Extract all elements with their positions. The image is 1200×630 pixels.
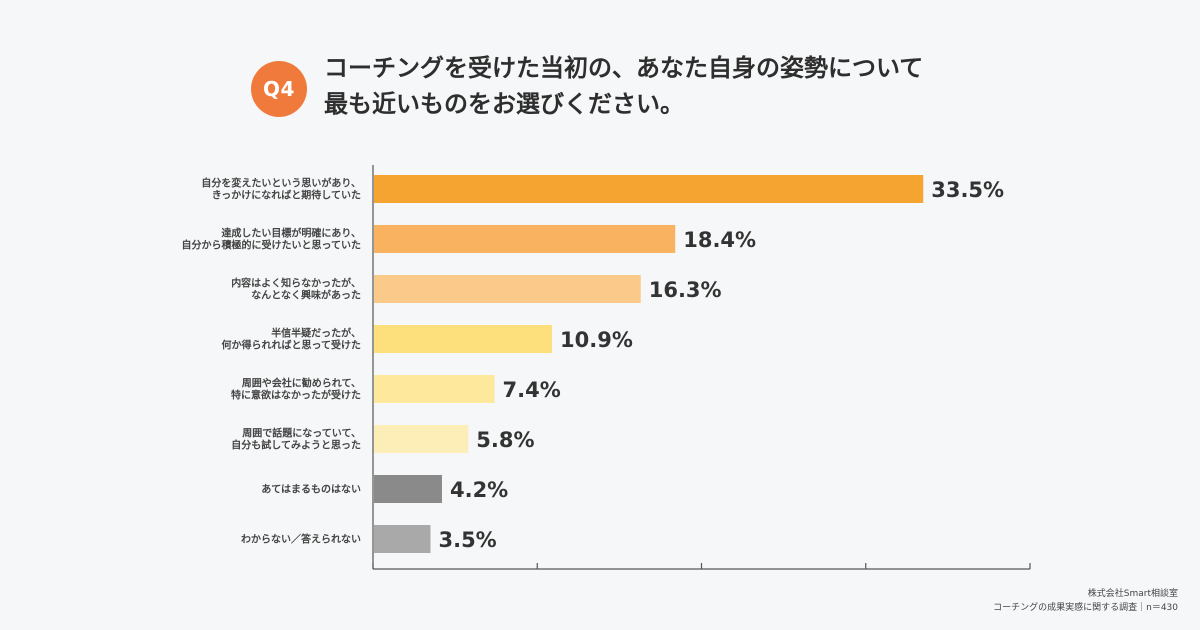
category-label-4-line-1: 半信半疑だったが、 (271, 327, 361, 340)
category-label-3-line-1: 内容はよく知らなかったが、 (231, 277, 361, 290)
bar-8 (374, 525, 431, 553)
bar-5 (374, 375, 495, 403)
value-label-4: 10.9% (560, 328, 633, 352)
value-label-6: 5.8% (476, 428, 534, 452)
value-label-3: 16.3% (649, 278, 722, 302)
category-label-6-line-2: 自分も試してみようと思った (231, 439, 361, 452)
category-label-5-line-1: 周囲や会社に勧められて、 (242, 377, 361, 390)
question-title-line-1: コーチングを受けた当初の、あなた自身の姿勢について (324, 54, 924, 82)
question-title-line-2: 最も近いものをお選びください。 (324, 90, 684, 118)
category-label-4-line-2: 何か得られればと思って受けた (222, 339, 362, 352)
category-label-6-line-1: 周囲で話題になっていて、 (242, 427, 361, 440)
category-label-7-line-1: あてはまるものはない (261, 483, 361, 496)
survey-description: コーチングの成果実感に関する調査｜n＝430 (993, 603, 1178, 613)
bar-3 (374, 275, 641, 303)
value-label-7: 4.2% (450, 478, 508, 502)
question-number-badge: Q4 (251, 61, 307, 117)
value-label-8: 3.5% (438, 528, 496, 552)
bar-6 (374, 425, 469, 453)
value-label-5: 7.4% (503, 378, 561, 402)
value-label-1: 33.5% (931, 178, 1004, 202)
category-label-2-line-2: 自分から積極的に受けたいと思っていた (182, 239, 362, 252)
category-label-2-line-1: 達成したい目標が明確にあり、 (221, 227, 361, 240)
company-name: 株式会社Smart相談室 (1087, 589, 1178, 599)
bar-7 (374, 475, 442, 503)
question-title: コーチングを受けた当初の、あなた自身の姿勢について 最も近いものをお選びください… (324, 50, 1084, 122)
source-note: 株式会社Smart相談室 コーチングの成果実感に関する調査｜n＝430 (993, 587, 1178, 615)
category-label-3-line-2: なんとなく興味があった (251, 289, 361, 302)
bar-4 (374, 325, 553, 353)
bar-2 (374, 225, 676, 253)
bar-1 (374, 175, 924, 203)
category-label-1-line-2: きっかけになればと期待していた (212, 189, 361, 202)
category-label-8-line-1: わからない／答えられない (241, 533, 361, 546)
category-label-5-line-2: 特に意欲はなかったが受けた (231, 389, 361, 402)
value-label-2: 18.4% (683, 228, 756, 252)
category-label-1-line-1: 自分を変えたいという思いがあり、 (201, 177, 361, 190)
